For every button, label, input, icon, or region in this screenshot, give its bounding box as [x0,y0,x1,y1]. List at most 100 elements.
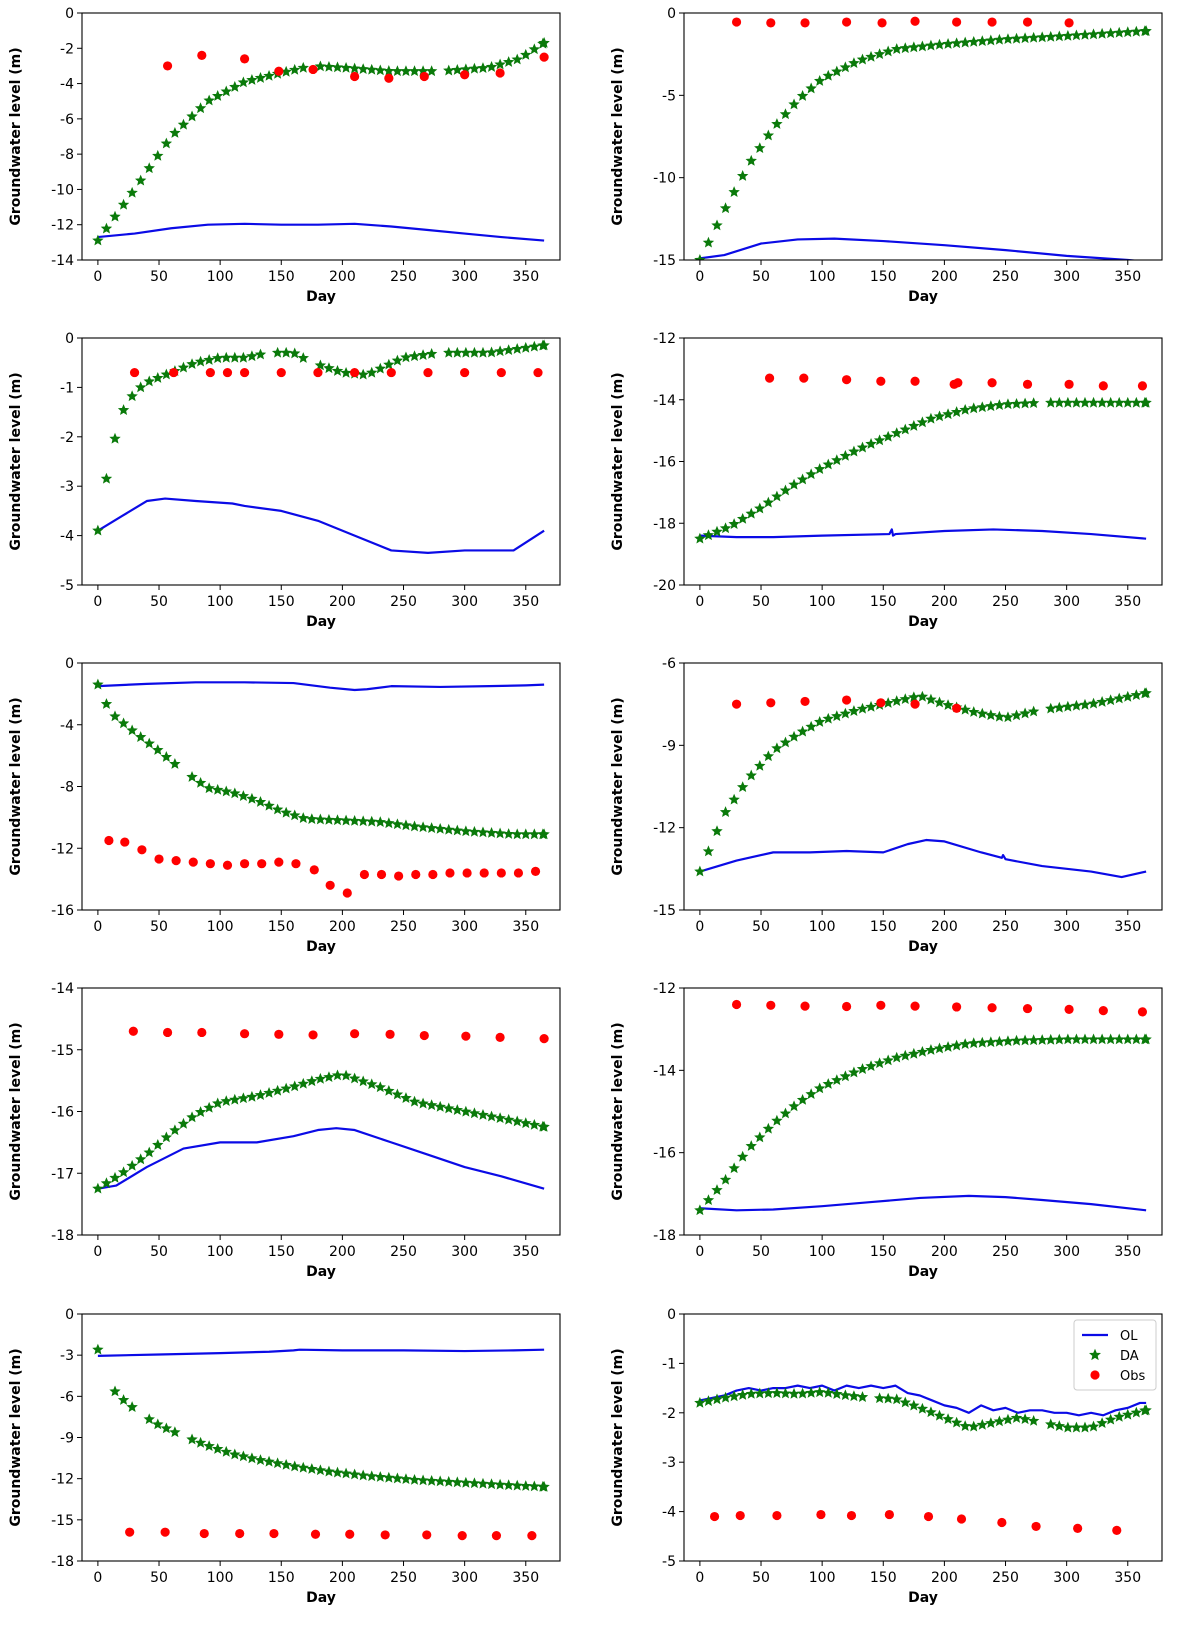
da-star-marker [839,61,852,73]
obs-point-marker [205,859,215,869]
obs-point-marker [816,1509,826,1520]
da-star-marker [538,339,550,351]
da-star-marker [477,62,489,73]
x-tick-label: 350 [1114,919,1141,935]
da-star-marker [485,61,498,72]
da-star-marker [468,1107,481,1119]
da-star-marker [451,1476,463,1488]
obs-point-marker [376,869,387,880]
da-star-marker [160,751,173,762]
da-star-marker [968,1420,980,1432]
da-star-marker [882,430,894,442]
legend-ol-label: OL [1120,1329,1138,1344]
da-star-marker [771,118,783,129]
da-star-marker [203,353,215,365]
y-tick-label: -18 [653,1228,676,1244]
da-star-marker [314,1464,327,1476]
ol-series-line [97,497,545,554]
obs-point-marker [800,696,810,707]
da-star-marker [925,693,937,705]
da-star-marker [109,432,121,444]
da-star-marker [485,1110,498,1122]
da-star-marker [933,410,946,422]
da-star-marker [92,678,104,690]
x-tick-label: 250 [390,1244,417,1260]
x-tick-label: 250 [390,1570,417,1586]
x-tick-label: 300 [451,919,478,935]
da-star-marker [425,1099,438,1111]
da-star-marker [340,814,352,826]
da-star-marker [779,108,792,120]
obs-point-marker [1031,1521,1041,1532]
da-star-marker [779,484,792,496]
da-star-marker [822,1386,834,1398]
da-star-marker [340,1069,352,1081]
y-tick-label: -1 [662,1356,676,1372]
da-star-marker [117,1394,130,1405]
obs-point-marker [188,857,198,867]
da-star-marker [374,362,386,374]
chart-panel-7: 0 50 100 150 200 250 300 350 -14 -15 -16 -17 -18 Day G… [8,981,561,1280]
da-star-marker [942,38,954,49]
da-star-marker [391,1472,404,1484]
obs-point-marker [350,71,360,82]
y-tick-label: -6 [662,656,676,672]
obs-point-marker [128,1026,138,1036]
x-axis-label: Day [306,939,336,955]
plot-area [92,1026,550,1194]
da-star-marker [92,524,104,536]
obs-point-marker [877,18,887,28]
obs-point-marker [1022,379,1033,389]
da-star-marker [822,712,834,724]
da-star-marker [194,1436,207,1448]
y-tick-label: -12 [51,218,74,234]
da-star-marker [434,1475,446,1487]
x-tick-label: 150 [870,594,897,610]
da-star-marker [1027,1414,1040,1426]
da-star-marker [865,438,877,449]
obs-point-marker [841,695,852,705]
obs-point-marker [527,1531,537,1541]
da-star-marker [511,1115,523,1127]
da-star-marker [400,1473,412,1485]
obs-point-marker [160,1527,170,1537]
da-star-marker [237,790,250,801]
da-star-marker [169,126,181,138]
y-tick-label: -14 [51,253,74,269]
y-tick-label: 0 [65,6,74,22]
y-tick-label: -9 [662,738,676,754]
y-axis-label: Groundwater level (m) [610,1022,626,1200]
da-star-marker [374,1081,386,1093]
y-tick-label: -14 [51,981,74,997]
da-star-marker [92,1343,104,1355]
da-star-marker [348,1468,361,1480]
y-tick-label: -3 [662,1455,676,1471]
da-star-marker [822,69,834,81]
y-tick-label: -12 [51,841,74,857]
obs-point-marker [910,699,920,709]
da-star-marker [1113,692,1125,704]
da-star-marker [323,1071,335,1083]
da-star-marker [1096,1417,1108,1429]
da-star-marker [297,352,309,363]
obs-point-marker [800,1001,810,1011]
da-star-marker [460,1476,472,1488]
da-star-marker [805,1088,817,1100]
axes-frame [683,662,1163,911]
da-star-marker [908,1047,920,1059]
x-tick-label: 0 [93,269,102,285]
da-star-marker [865,1060,877,1072]
da-star-marker [796,1093,809,1105]
obs-point-marker [350,367,360,378]
da-star-marker [408,350,421,362]
da-star-marker [280,1458,292,1470]
da-star-marker [383,1084,395,1096]
y-axis-label: Groundwater level (m) [8,1022,24,1200]
da-star-marker [702,529,715,541]
obs-point-marker [235,1528,245,1539]
da-star-marker [1122,1408,1134,1420]
da-star-marker [728,793,740,805]
legend-da-swatch [1089,1348,1101,1361]
x-tick-label: 100 [207,1570,234,1586]
da-star-marker [443,823,455,835]
